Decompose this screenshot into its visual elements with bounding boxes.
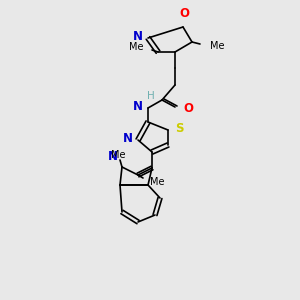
Text: H: H bbox=[147, 91, 155, 101]
Text: Me: Me bbox=[111, 150, 125, 160]
Text: N: N bbox=[108, 150, 118, 163]
Text: N: N bbox=[133, 100, 143, 113]
Text: N: N bbox=[133, 31, 143, 44]
Text: N: N bbox=[123, 133, 133, 146]
Text: Me: Me bbox=[130, 42, 144, 52]
Text: O: O bbox=[179, 7, 189, 20]
Text: Me: Me bbox=[150, 177, 164, 187]
Text: O: O bbox=[183, 103, 193, 116]
Text: S: S bbox=[175, 122, 184, 136]
Text: Me: Me bbox=[210, 41, 224, 51]
